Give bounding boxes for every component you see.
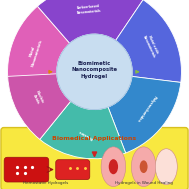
Text: Biomedical Applications: Biomedical Applications (52, 136, 137, 141)
Wedge shape (37, 0, 143, 43)
Wedge shape (8, 74, 71, 139)
Wedge shape (116, 0, 181, 82)
Ellipse shape (131, 147, 156, 187)
Text: Hemostatic Hydrogels: Hemostatic Hydrogels (23, 181, 68, 185)
Wedge shape (8, 6, 70, 91)
Text: Hydrogels in Wound Healing: Hydrogels in Wound Healing (115, 181, 173, 185)
Text: Biomimetic
Nanocomposite
Hydrogel: Biomimetic Nanocomposite Hydrogel (71, 61, 118, 79)
Circle shape (57, 34, 132, 110)
Text: Metal
Nanomaterials: Metal Nanomaterials (26, 37, 43, 67)
Text: Proteins: Proteins (77, 128, 94, 139)
Text: Carbon-based
Nanomaterials: Carbon-based Nanomaterials (76, 4, 102, 15)
Ellipse shape (140, 160, 148, 173)
Ellipse shape (101, 147, 126, 187)
Ellipse shape (155, 149, 177, 185)
Text: Metal oxide
Nanomaterials: Metal oxide Nanomaterials (142, 33, 160, 58)
Text: Polysaccharides: Polysaccharides (135, 94, 156, 122)
Wedge shape (40, 101, 126, 159)
FancyBboxPatch shape (4, 157, 49, 182)
FancyBboxPatch shape (56, 160, 90, 180)
Ellipse shape (109, 159, 118, 174)
Wedge shape (108, 76, 181, 153)
Text: Nucleic
Acids: Nucleic Acids (31, 90, 45, 107)
FancyBboxPatch shape (1, 128, 188, 189)
